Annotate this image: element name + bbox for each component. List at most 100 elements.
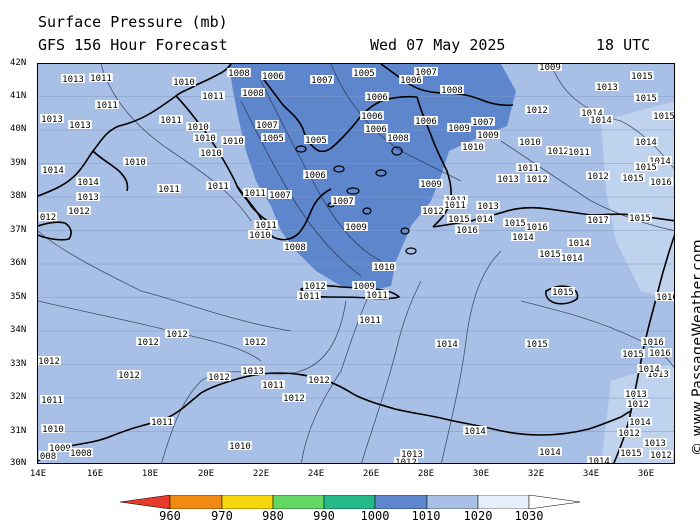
isobar-label: 1016: [641, 337, 665, 348]
isobar-value: 1010: [462, 143, 484, 153]
lon-label: 36E: [637, 469, 655, 479]
isobar-label: 1015: [652, 111, 674, 122]
isobar-value: 1011: [151, 418, 173, 428]
colorbar-tick: 1020: [463, 509, 493, 523]
isobar-label-box: [476, 201, 500, 210]
isobar-label-box: [546, 146, 570, 155]
lat-label: 36N: [10, 258, 27, 268]
colorbar-tick: 960: [159, 509, 181, 523]
isobar-label: 1011: [516, 163, 540, 174]
forecast-date: Wed 07 May 2025: [370, 36, 506, 54]
isobar-value: 1010: [187, 123, 209, 133]
isobar-label-box: [40, 114, 64, 123]
colorbar-swatch: [272, 495, 325, 509]
isobar-label: 1011: [567, 147, 591, 158]
isobar-label: 1012: [207, 372, 231, 383]
isobar-label-box: [136, 337, 160, 346]
isobar-label-box: [344, 222, 368, 231]
colorbar-tick: 980: [262, 509, 284, 523]
pressure-map[interactable]: 1013 1011 1010 1008 1006 1007 1005 1006 1007 1008…: [37, 63, 675, 464]
isobar-value: 1015: [552, 288, 574, 298]
isobar-label: 1010: [518, 137, 542, 148]
isobar-value: 1014: [561, 254, 583, 264]
isobar-label: 1015: [634, 93, 658, 104]
isobar-label-box: [282, 393, 306, 402]
isobar-value: 1011: [41, 396, 63, 406]
isobar-value: 1010: [373, 263, 395, 273]
isobar-label: 1009: [419, 179, 443, 190]
isobar-label-box: [525, 105, 549, 114]
isobar-value: 1016: [650, 178, 672, 188]
isobar-value: 1015: [629, 214, 651, 224]
isobar-label-box: [48, 443, 72, 452]
isobar-label: 1015: [630, 71, 654, 82]
isobar-value: 1010: [222, 137, 244, 147]
isobar-value: 008: [40, 452, 56, 462]
isobar-value: 1010: [229, 442, 251, 452]
isobar-value: 1011: [444, 201, 466, 211]
isobar-label-box: [461, 142, 485, 151]
isobar-value: 1012: [244, 338, 266, 348]
isobar-label-box: [255, 120, 279, 129]
isobar-value: 1012: [283, 394, 305, 404]
isobar-label: 1012: [136, 337, 160, 348]
isobar-label: 1006: [364, 124, 388, 135]
isobar-label-box: [525, 339, 549, 348]
isobar-label-box: [241, 88, 265, 97]
isobar-label: 1014: [589, 115, 613, 126]
isobar-label: 1011: [443, 200, 467, 211]
isobar-label: 1012: [243, 337, 267, 348]
isobar-label: 1012: [617, 428, 641, 439]
isobar-label-box: [655, 292, 674, 301]
isobar-label: 1014: [435, 339, 459, 350]
isobar-label: 1013: [68, 120, 92, 131]
isobar-label: 1015: [628, 213, 652, 224]
isobar-label: 1007: [255, 120, 279, 131]
isobar-label-box: [227, 68, 251, 77]
crete: [300, 284, 400, 300]
isobar-label-box: [360, 111, 384, 120]
isobar-value: 1014: [629, 418, 651, 428]
isobar-label: 1012: [586, 171, 610, 182]
isobar-label-box: [643, 438, 667, 447]
isobar-label: 1014: [511, 232, 535, 243]
isobar-label: 012: [38, 212, 58, 223]
isobar-label: 1009: [352, 281, 376, 292]
isobar-label: 1006: [360, 111, 384, 122]
isobar-label-box: [649, 177, 673, 186]
isobar-label-box: [560, 253, 584, 262]
isobar-label: 1008: [69, 448, 93, 459]
isobar-value: 1015: [539, 250, 561, 260]
isobar-label: 1014: [567, 238, 591, 249]
isobar-value: 1015: [635, 163, 657, 173]
isobar-value: 1014: [638, 365, 660, 375]
isobar-label: 1010: [248, 230, 272, 241]
isobar-value: 1012: [422, 207, 444, 217]
colorbar-swatch: [323, 495, 376, 509]
isobar-label-box: [41, 165, 65, 174]
isobar-label: 1015: [634, 162, 658, 173]
isobar-label-box: [283, 242, 307, 251]
isobar-value: 1010: [249, 231, 271, 241]
colorbar: [120, 495, 580, 509]
isobar-value: 1014: [42, 166, 64, 176]
isobar-value: 1011: [96, 101, 118, 111]
isobar-label: 1017: [586, 215, 610, 226]
isobar-label: 1013: [595, 82, 619, 93]
isobar-label: 1014: [648, 156, 672, 167]
isobar-value: 1015: [526, 340, 548, 350]
lon-label: 28E: [417, 469, 435, 479]
colorbar-arrow-left: [120, 495, 171, 509]
isobar-label: 1009: [538, 64, 562, 73]
isobar-label-box: [193, 133, 217, 142]
isobar-label-box: [38, 356, 61, 365]
isobar-value: 1010: [200, 149, 222, 159]
isobar-value: 1011: [244, 189, 266, 199]
colorbar-swatch: [374, 495, 428, 509]
isobar-label: 1015: [447, 214, 471, 225]
isobar-label: 1015: [621, 173, 645, 184]
isobar-label-box: [589, 115, 613, 124]
isobar-value: 1011: [255, 221, 277, 231]
site-credit: © www.PassageWeather.com: [690, 238, 700, 456]
isobar-label-box: [567, 147, 591, 156]
